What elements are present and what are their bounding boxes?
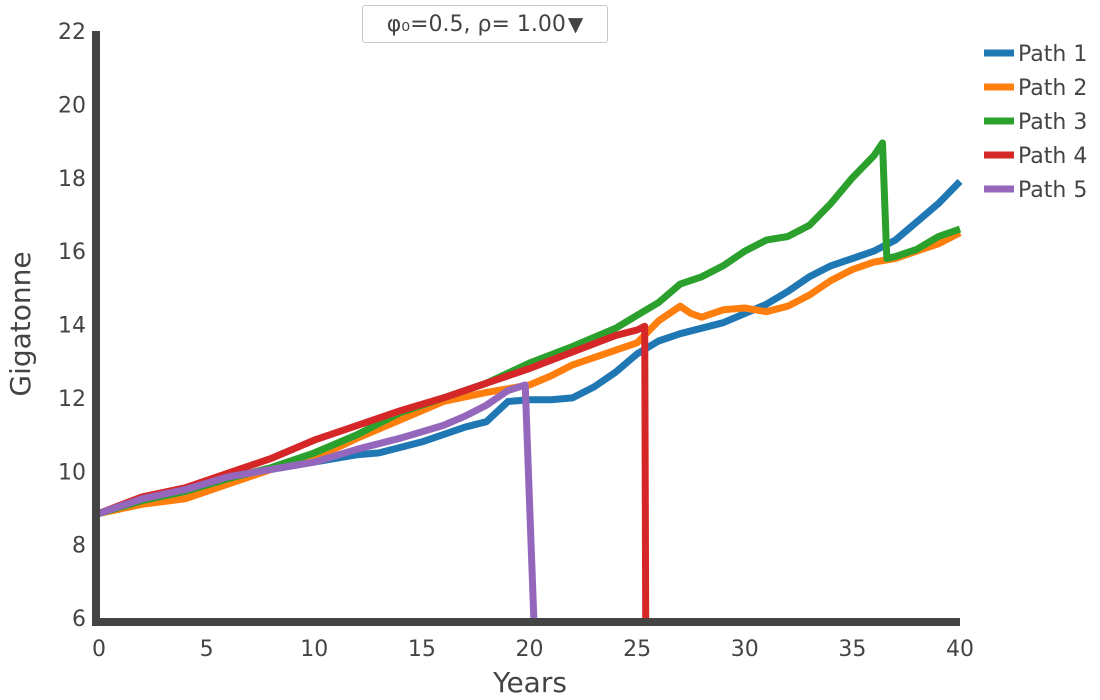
legend-label-3[interactable]: Path 3	[1018, 110, 1087, 135]
series-line-path-2	[98, 229, 962, 517]
chevron-down-icon: ▼	[567, 12, 584, 36]
legend-label-2[interactable]: Path 2	[1018, 76, 1087, 101]
x-tick-label: 40	[946, 637, 974, 662]
y-tick-label: 6	[72, 607, 86, 632]
x-tick-label: 10	[300, 637, 328, 662]
x-axis-title: Years	[492, 666, 567, 699]
y-tick-labels: 6 8 10 12 14 16 18 20 22	[58, 20, 86, 632]
y-tick-label: 20	[58, 93, 86, 118]
parameter-dropdown[interactable]: φ₀=0.5, ρ= 1.00 ▼	[362, 5, 608, 43]
x-tick-label: 5	[200, 637, 214, 662]
x-tick-label: 30	[731, 637, 759, 662]
series-line-path-3	[98, 139, 962, 517]
legend-label-5[interactable]: Path 5	[1018, 178, 1087, 203]
series-line-path-5	[97, 381, 538, 619]
legend-label-4[interactable]: Path 4	[1018, 144, 1087, 169]
series-layer	[97, 139, 963, 619]
x-tick-label: 25	[623, 637, 651, 662]
legend: Path 1 Path 2 Path 3 Path 4 Path 5	[984, 42, 1087, 203]
dropdown-selected-value: φ₀=0.5, ρ= 1.00	[386, 11, 566, 37]
x-tick-label: 0	[92, 637, 106, 662]
y-axis-title: Gigatonne	[4, 251, 37, 396]
y-tick-label: 14	[58, 314, 86, 339]
y-tick-label: 8	[72, 534, 86, 559]
y-tick-label: 10	[58, 460, 86, 485]
x-tick-label: 35	[838, 637, 866, 662]
x-tick-label: 15	[408, 637, 436, 662]
x-tick-labels: 0 5 10 15 20 25 30 35 40	[92, 637, 974, 662]
y-tick-label: 16	[58, 240, 86, 265]
legend-label-1[interactable]: Path 1	[1018, 42, 1087, 67]
y-tick-label: 22	[58, 20, 86, 45]
y-tick-label: 12	[58, 387, 86, 412]
x-tick-label: 20	[516, 637, 544, 662]
y-tick-label: 18	[58, 167, 86, 192]
